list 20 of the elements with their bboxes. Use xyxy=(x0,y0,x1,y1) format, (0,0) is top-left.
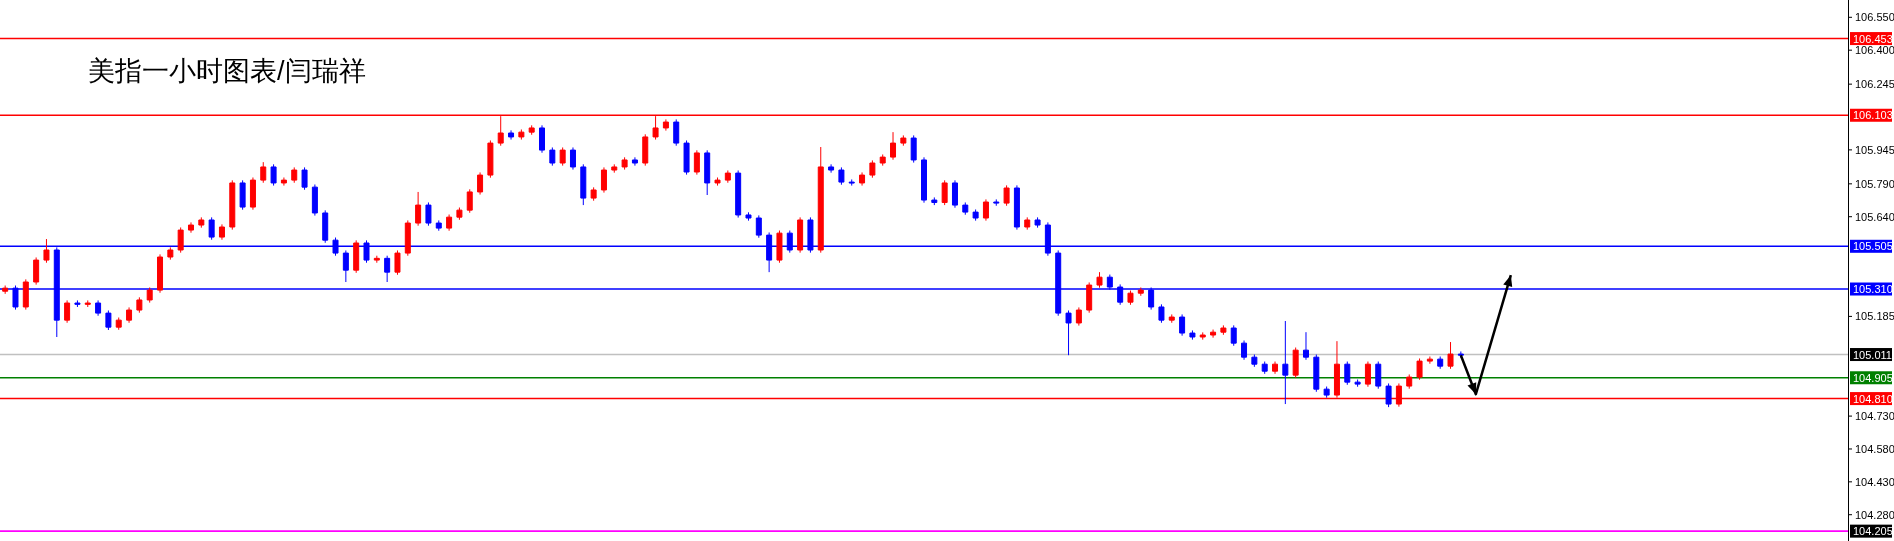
ref-line-label: 105.505 xyxy=(1853,240,1893,253)
ref-line-label: 104.205 xyxy=(1853,525,1893,538)
y-tick-label: 105.790 xyxy=(1855,177,1894,190)
y-tick-label: 105.640 xyxy=(1855,210,1894,223)
y-tick-label: 104.280 xyxy=(1855,508,1894,521)
ref-line-label: 104.810 xyxy=(1853,392,1893,405)
y-tick-label: 106.550 xyxy=(1855,11,1894,24)
ref-line-label: 104.905 xyxy=(1853,371,1893,384)
y-tick-label: 106.245 xyxy=(1855,78,1894,91)
ref-line-label: 105.011 xyxy=(1853,348,1892,361)
ref-line-label: 105.310 xyxy=(1853,283,1893,296)
y-tick-label: 104.580 xyxy=(1855,442,1894,455)
y-tick-label: 106.400 xyxy=(1855,44,1894,57)
text: 美指一小时图表/闫瑞祥 xyxy=(88,56,366,86)
ref-line-label: 106.103 xyxy=(1853,109,1893,122)
y-tick-label: 105.945 xyxy=(1855,143,1894,156)
ref-line-label: 106.453 xyxy=(1853,32,1893,45)
y-tick-label: 104.730 xyxy=(1855,410,1894,423)
y-tick-label: 105.185 xyxy=(1855,310,1894,323)
y-tick-label: 104.430 xyxy=(1855,475,1894,488)
